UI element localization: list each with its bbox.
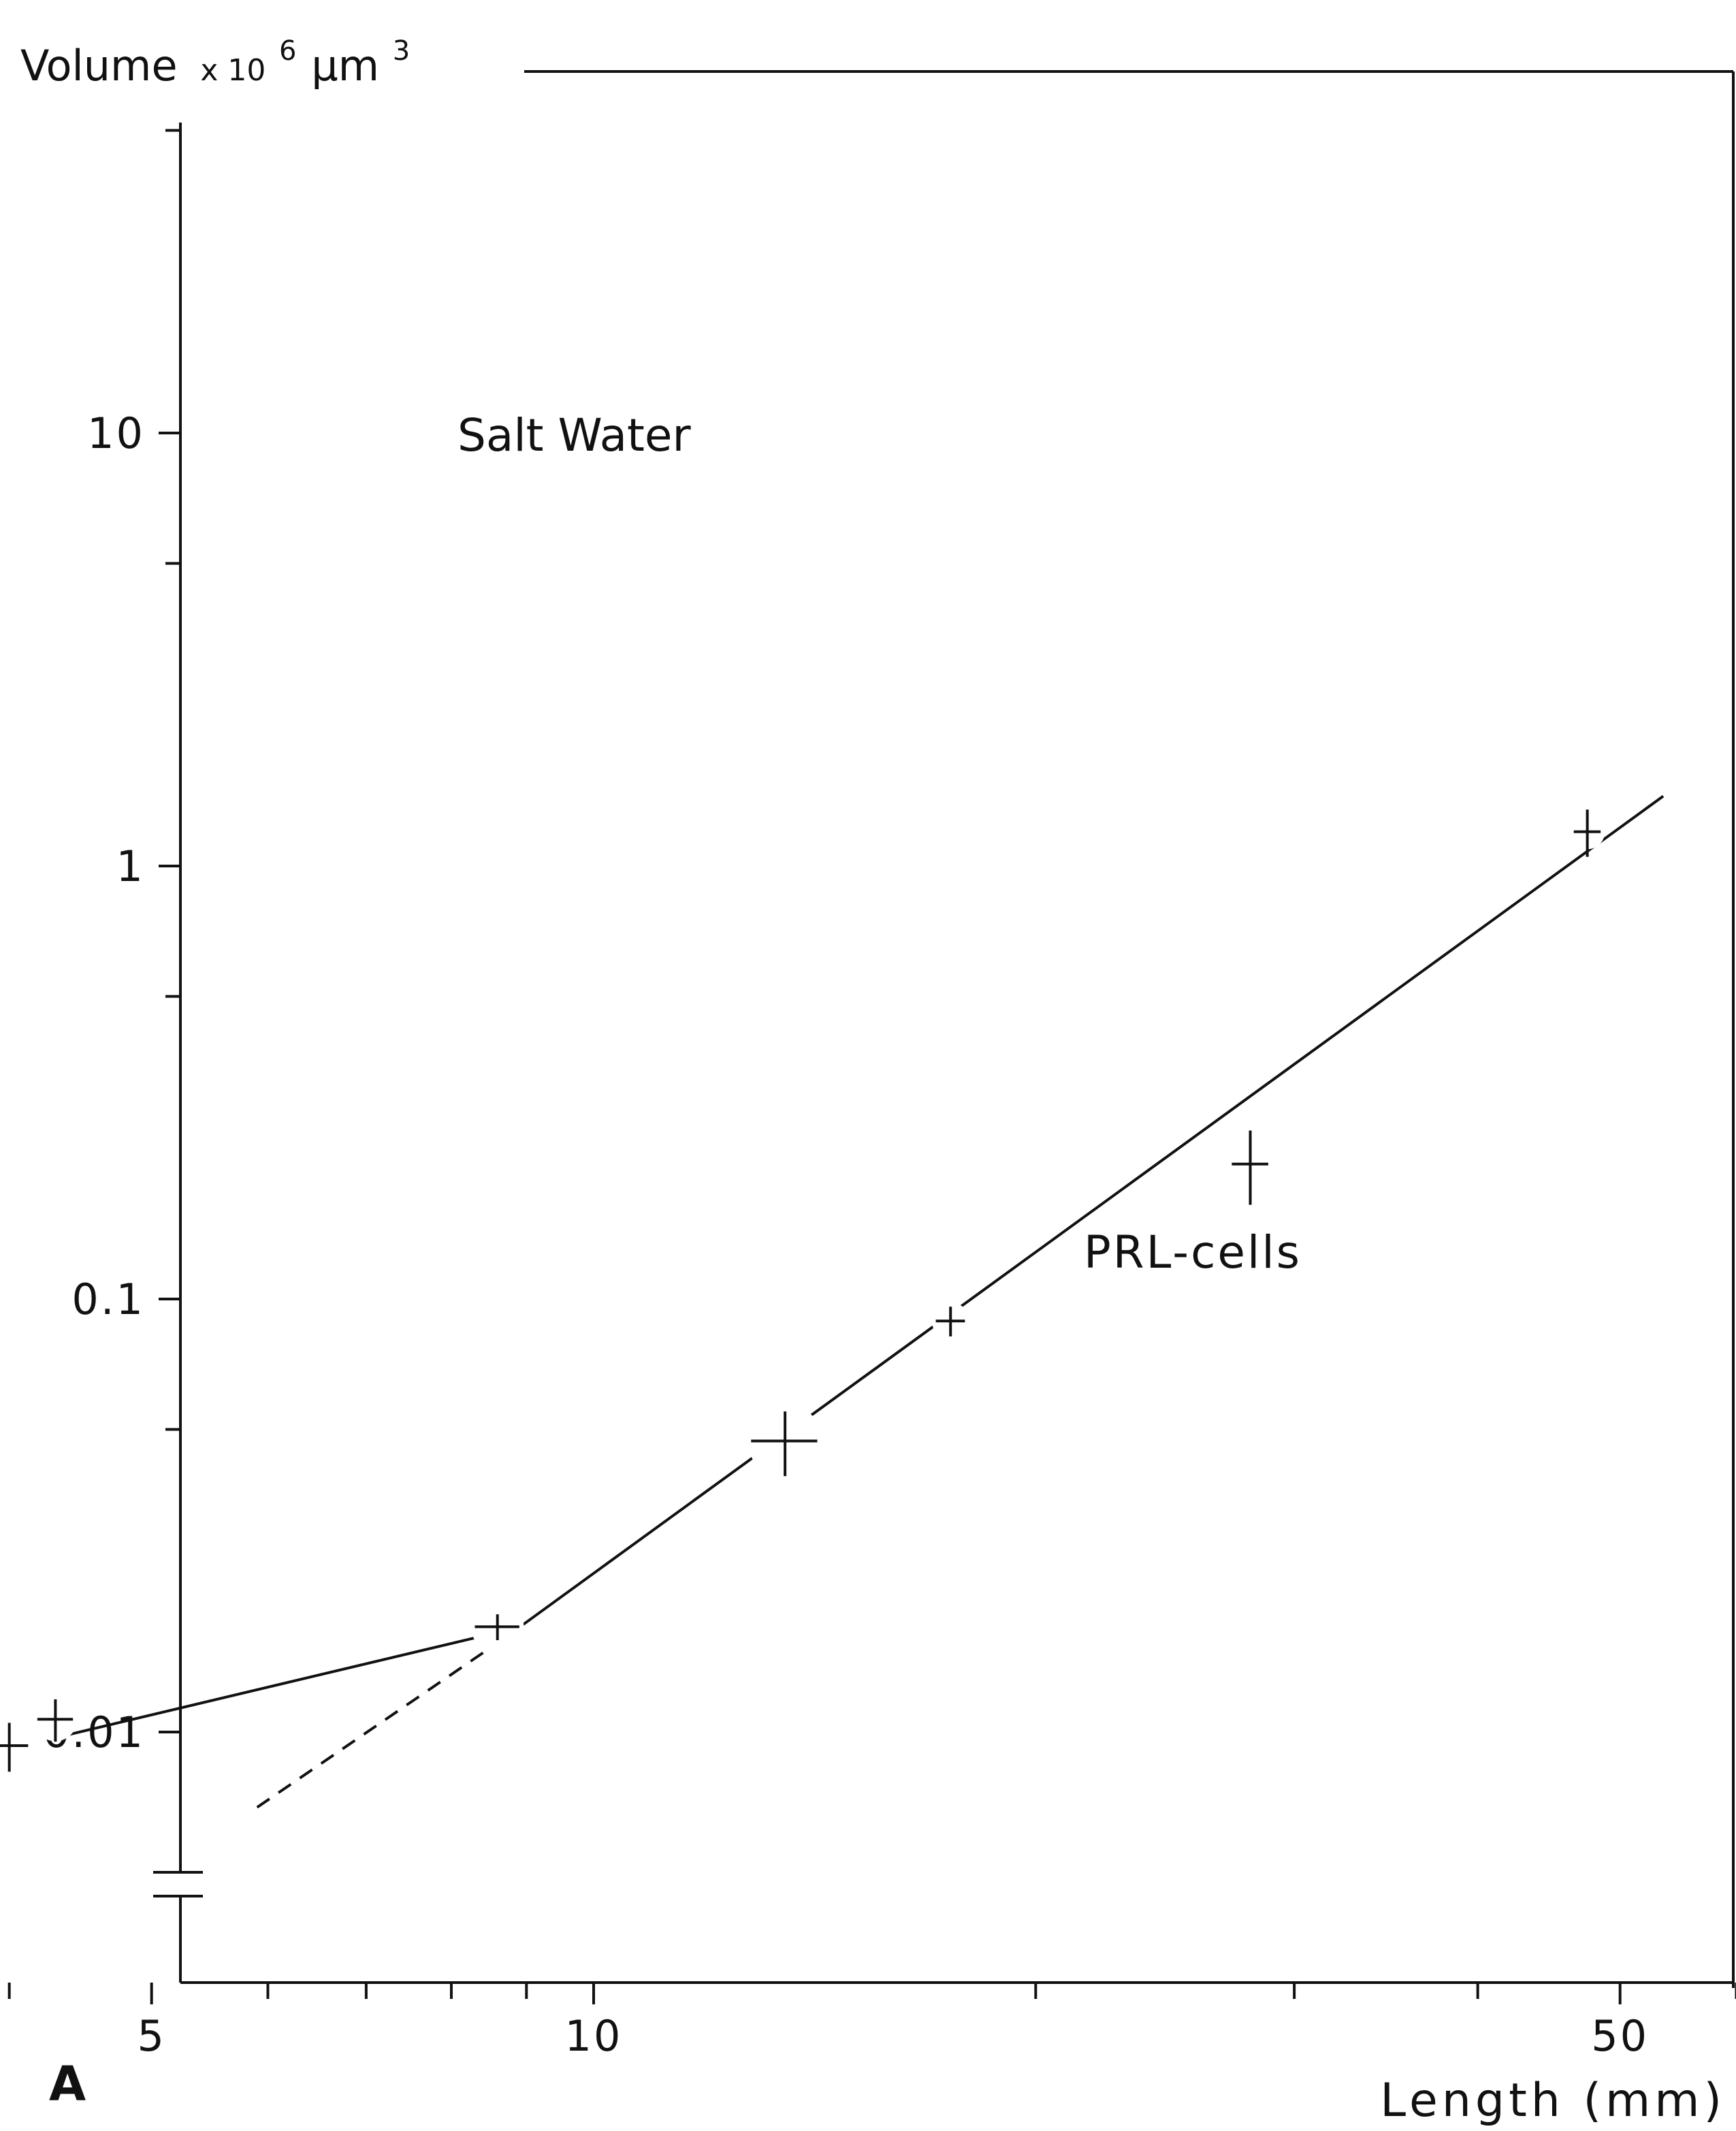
x-ticks: 5 10 50 xyxy=(7,1983,1736,2061)
x-tick-label: 10 xyxy=(565,2011,623,2061)
y-axis-multiplier: x 10 xyxy=(200,53,266,88)
annotation-prl-cells: PRL-cells xyxy=(1084,1226,1302,1279)
data-point-0 xyxy=(0,1722,33,1772)
annotation-salt-water: Salt Water xyxy=(457,409,691,462)
line-early-solid xyxy=(54,1636,475,1740)
fit-lines xyxy=(0,795,1665,1809)
data-point-2 xyxy=(471,1600,524,1654)
plot-frame xyxy=(153,70,1735,1988)
line-main-fit xyxy=(504,795,1665,1639)
data-point-4 xyxy=(931,1302,969,1340)
y-tick-label: 0.1 xyxy=(71,1275,145,1324)
x-tick-label: 5 xyxy=(137,2011,165,2061)
y-axis-label: Volume xyxy=(20,41,178,91)
y-axis-exponent: 6 xyxy=(279,35,296,67)
y-tick-label: 1 xyxy=(116,842,145,891)
data-points xyxy=(0,810,1605,1772)
x-axis-title: Length (mm) xyxy=(1380,2074,1726,2128)
line-extrapolation xyxy=(256,1637,506,1809)
y-axis-unit-power: 3 xyxy=(393,35,410,67)
y-tick-label: 10 xyxy=(87,408,145,458)
data-point-5 xyxy=(1227,1130,1273,1205)
panel-letter: A xyxy=(49,2056,86,2112)
x-tick-label: 50 xyxy=(1591,2011,1649,2061)
data-point-1 xyxy=(33,1697,78,1742)
y-axis-unit: μm xyxy=(311,41,379,91)
y-axis-title: Volume x 10 6 μm 3 xyxy=(20,20,410,91)
data-point-3 xyxy=(748,1403,822,1479)
data-point-6 xyxy=(1569,810,1605,857)
